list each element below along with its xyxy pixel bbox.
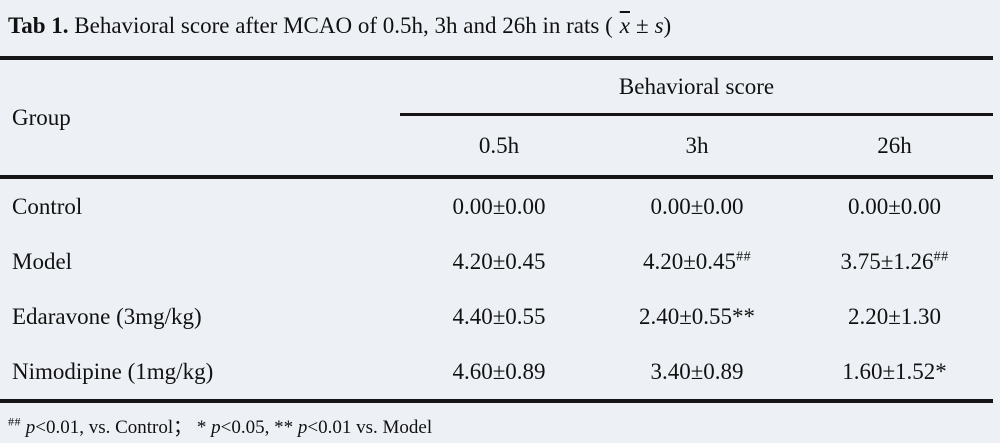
cell-value: 4.20±0.45 <box>400 249 598 275</box>
cell-value: 0.00±0.00 <box>400 194 598 220</box>
table-row-edaravone: Edaravone (3mg/kg) 4.40±0.55 2.40±0.55**… <box>0 289 1000 344</box>
table-top-rule <box>0 56 993 60</box>
value-text: 3.40±0.89 <box>650 358 744 384</box>
column-header-0-5h: 0.5h <box>478 132 520 158</box>
table-row-control: Control 0.00±0.00 0.00±0.00 0.00±0.00 <box>0 179 1000 234</box>
table-header: Group Behavioral score 0.5h 3h 26h <box>0 60 1000 175</box>
column-header-26h: 26h <box>877 132 912 158</box>
double-star-marker: ** <box>274 417 294 438</box>
value-text: 1.60±1.52* <box>842 358 947 384</box>
sd-symbol: s <box>654 13 664 38</box>
value-text: 2.20±1.30 <box>847 303 942 329</box>
caption-text: Behavioral score after MCAO of 0.5h, 3h … <box>74 13 613 38</box>
row-group-label: Model <box>12 248 73 274</box>
significance-marker: ## <box>933 248 949 264</box>
plus-minus-symbol: ± <box>635 13 649 38</box>
value-text: 4.20±0.45 <box>452 248 546 274</box>
table-body: Control 0.00±0.00 0.00±0.00 0.00±0.00 Mo… <box>0 179 1000 399</box>
table-bottom-rule <box>0 399 993 403</box>
column-spanner-behavioral-score: Behavioral score <box>618 73 775 99</box>
cell-value: 1.60±1.52* <box>796 359 993 385</box>
star-marker: * <box>196 417 207 438</box>
cell-value: 3.75±1.26## <box>796 249 993 275</box>
cell-value: 0.00±0.00 <box>598 194 796 220</box>
footnote-text: <0.01 vs. Model <box>307 417 433 438</box>
table-caption: Tab 1. Behavioral score after MCAO of 0.… <box>0 0 1000 56</box>
cell-value: 4.20±0.45## <box>598 249 796 275</box>
mean-symbol: x <box>619 13 630 38</box>
row-group-label: Nimodipine (1mg/kg) <box>12 358 214 384</box>
spanner-underline-rule <box>400 113 993 116</box>
p-symbol: p <box>211 417 221 438</box>
value-text: 3.75±1.26 <box>840 248 934 274</box>
significance-marker: ## <box>736 248 752 264</box>
spanner-row: Behavioral score <box>0 60 1000 113</box>
column-header-group: Group <box>12 104 71 130</box>
cell-value: 4.40±0.55 <box>400 304 598 330</box>
table-number-label: Tab 1. <box>8 13 69 38</box>
value-text: 2.40±0.55** <box>638 303 756 329</box>
cell-value: 3.40±0.89 <box>598 359 796 385</box>
cell-value: 4.60±0.89 <box>400 359 598 385</box>
row-group-label: Edaravone (3mg/kg) <box>12 303 202 329</box>
cell-value: 2.40±0.55** <box>598 304 796 330</box>
footnote-text: <0.01, vs. Control； <box>35 417 193 438</box>
footnote-text: <0.05, <box>220 417 270 438</box>
row-group-label: Control <box>12 193 83 219</box>
table-row-nimodipine: Nimodipine (1mg/kg) 4.60±0.89 3.40±0.89 … <box>0 344 1000 399</box>
table-footnote: ## p<0.01, vs. Control； * p<0.05, ** p<0… <box>0 403 1000 439</box>
p-symbol: p <box>297 417 308 438</box>
header-bottom-rule <box>0 175 993 179</box>
cell-value: 0.00±0.00 <box>796 194 993 220</box>
table-row-model: Model 4.20±0.45 4.20±0.45## 3.75±1.26## <box>0 234 1000 289</box>
p-symbol: p <box>25 417 36 438</box>
hash-marker: ## <box>8 414 21 429</box>
column-header-3h: 3h <box>685 132 709 158</box>
caption-close-paren: ) <box>663 13 672 38</box>
value-text: 4.20±0.45 <box>642 248 737 274</box>
value-text: 0.00±0.00 <box>650 193 744 219</box>
value-text: 0.00±0.00 <box>847 193 942 219</box>
value-text: 4.60±0.89 <box>452 358 546 384</box>
value-text: 4.40±0.55 <box>452 303 546 329</box>
time-header-row: 0.5h 3h 26h <box>0 116 1000 175</box>
value-text: 0.00±0.00 <box>452 193 546 219</box>
cell-value: 2.20±1.30 <box>796 304 993 330</box>
